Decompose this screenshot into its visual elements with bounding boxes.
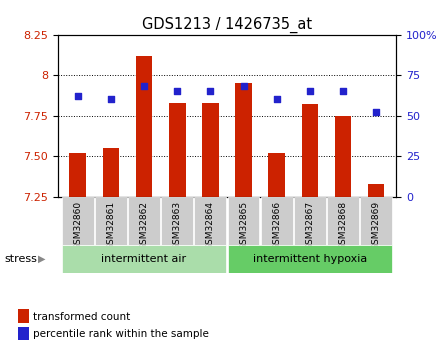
Point <box>372 110 380 115</box>
Text: GSM32868: GSM32868 <box>339 200 348 250</box>
Bar <box>128 197 160 245</box>
Text: intermittent hypoxia: intermittent hypoxia <box>253 254 367 264</box>
Bar <box>69 153 86 197</box>
Bar <box>161 197 193 245</box>
Point <box>107 97 114 102</box>
Text: intermittent air: intermittent air <box>101 254 186 264</box>
Bar <box>327 197 359 245</box>
Bar <box>227 245 392 273</box>
Text: GSM32863: GSM32863 <box>173 200 182 250</box>
Text: GSM32861: GSM32861 <box>106 200 115 250</box>
Text: stress: stress <box>4 254 37 264</box>
Title: GDS1213 / 1426735_at: GDS1213 / 1426735_at <box>142 17 312 33</box>
Bar <box>335 116 351 197</box>
Bar <box>62 245 227 273</box>
Bar <box>18 327 29 340</box>
Bar <box>360 197 392 245</box>
Bar <box>368 184 384 197</box>
Bar <box>294 197 326 245</box>
Text: transformed count: transformed count <box>33 312 130 322</box>
Point <box>141 83 148 89</box>
Text: GSM32866: GSM32866 <box>272 200 281 250</box>
Point <box>240 83 247 89</box>
Text: GSM32867: GSM32867 <box>305 200 314 250</box>
Text: GSM32865: GSM32865 <box>239 200 248 250</box>
Text: GSM32862: GSM32862 <box>140 200 149 249</box>
Bar <box>169 102 186 197</box>
Point <box>273 97 280 102</box>
Point <box>174 89 181 94</box>
Bar <box>202 102 218 197</box>
Bar <box>302 104 318 197</box>
Text: GSM32860: GSM32860 <box>73 200 82 250</box>
Bar <box>235 83 252 197</box>
Bar <box>62 197 93 245</box>
Text: percentile rank within the sample: percentile rank within the sample <box>33 329 209 339</box>
Bar <box>103 148 119 197</box>
Text: GSM32864: GSM32864 <box>206 200 215 249</box>
Bar <box>194 197 227 245</box>
Text: ▶: ▶ <box>38 254 45 264</box>
Point <box>306 89 313 94</box>
Bar <box>261 197 293 245</box>
Bar <box>95 197 127 245</box>
Bar <box>18 309 29 323</box>
Bar <box>268 153 285 197</box>
Point <box>340 89 347 94</box>
Text: GSM32869: GSM32869 <box>372 200 380 250</box>
Bar <box>136 56 152 197</box>
Bar <box>227 197 259 245</box>
Point <box>207 89 214 94</box>
Point <box>74 93 81 99</box>
